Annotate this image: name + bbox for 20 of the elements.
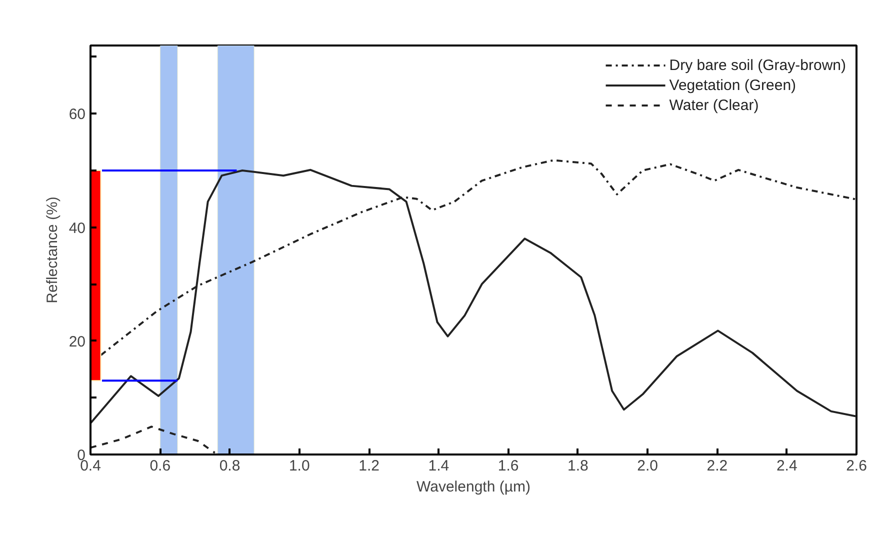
- x-tick-label: 2.6: [846, 458, 867, 474]
- x-tick-label: 2.4: [776, 458, 798, 474]
- legend-label: Dry bare soil (Gray-brown): [669, 56, 846, 74]
- x-tick-label: 2.0: [637, 458, 658, 474]
- y-tick-label: 60: [68, 106, 86, 124]
- y-axis-title: Reflectance (%): [44, 196, 61, 304]
- legend-label: Vegetation (Green): [669, 76, 796, 94]
- x-tick-label: 0.8: [219, 458, 240, 474]
- y-tick-label: 40: [68, 220, 86, 237]
- x-axis-title: Wavelength (µm): [416, 478, 530, 496]
- x-tick-label: 1.0: [288, 458, 310, 474]
- line-series: [90, 426, 216, 454]
- x-tick-label: 1.2: [358, 458, 380, 474]
- legend-label: Water (Clear): [669, 96, 759, 114]
- x-tick-label: 1.8: [568, 458, 588, 474]
- x-tick-label: 0.6: [150, 458, 171, 474]
- x-tick-label: 2.2: [706, 458, 728, 474]
- x-tick-label: 1.4: [428, 458, 450, 474]
- y-tick-label: 20: [68, 333, 86, 350]
- x-tick-label: 1.6: [498, 458, 519, 474]
